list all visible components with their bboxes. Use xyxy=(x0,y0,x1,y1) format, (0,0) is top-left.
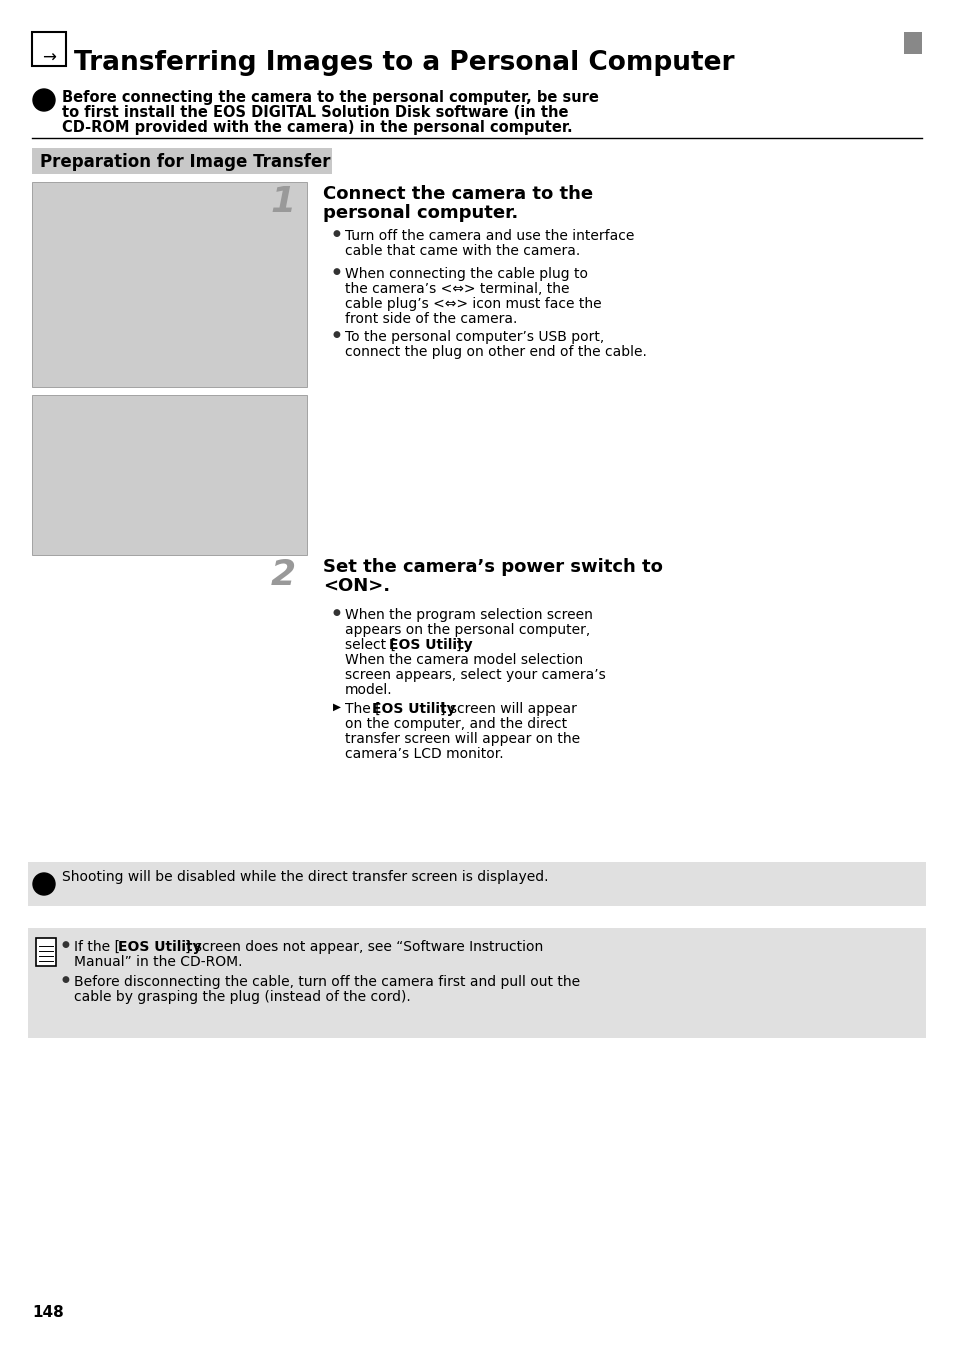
Text: 1: 1 xyxy=(271,186,295,219)
Text: Shooting will be disabled while the direct transfer screen is displayed.: Shooting will be disabled while the dire… xyxy=(62,870,548,884)
Text: Transferring Images to a Personal Computer: Transferring Images to a Personal Comput… xyxy=(74,50,734,77)
Text: cable by grasping the plug (instead of the cord).: cable by grasping the plug (instead of t… xyxy=(74,990,411,1003)
Text: cable plug’s <⇔> icon must face the: cable plug’s <⇔> icon must face the xyxy=(345,297,601,311)
Text: on the computer, and the direct: on the computer, and the direct xyxy=(345,717,566,730)
Text: Turn off the camera and use the interface: Turn off the camera and use the interfac… xyxy=(345,229,634,243)
Text: The [: The [ xyxy=(345,702,380,716)
Text: When connecting the cable plug to: When connecting the cable plug to xyxy=(345,268,587,281)
Text: ●: ● xyxy=(333,268,340,276)
Text: Set the camera’s power switch to: Set the camera’s power switch to xyxy=(323,558,662,576)
Text: ●: ● xyxy=(333,330,340,339)
Text: front side of the camera.: front side of the camera. xyxy=(345,312,517,325)
Bar xyxy=(28,862,925,907)
Bar xyxy=(36,937,56,966)
Text: ●: ● xyxy=(333,608,340,617)
Text: model.: model. xyxy=(345,683,393,697)
Text: connect the plug on other end of the cable.: connect the plug on other end of the cab… xyxy=(345,346,646,359)
Bar xyxy=(32,148,332,174)
Text: !: ! xyxy=(41,93,48,108)
Text: <ON>.: <ON>. xyxy=(323,577,390,594)
Text: cable that came with the camera.: cable that came with the camera. xyxy=(345,243,579,258)
Text: transfer screen will appear on the: transfer screen will appear on the xyxy=(345,732,579,746)
Text: 2: 2 xyxy=(271,558,295,592)
Text: to first install the EOS DIGITAL Solution Disk software (in the: to first install the EOS DIGITAL Solutio… xyxy=(62,105,568,120)
Text: ] screen will appear: ] screen will appear xyxy=(439,702,576,716)
Text: EOS Utility: EOS Utility xyxy=(118,940,201,954)
Text: !: ! xyxy=(41,877,48,890)
Bar xyxy=(903,32,921,54)
Text: Preparation for Image Transfer: Preparation for Image Transfer xyxy=(40,153,330,171)
Text: ●: ● xyxy=(333,229,340,238)
Text: ▶: ▶ xyxy=(333,702,340,712)
Text: personal computer.: personal computer. xyxy=(323,204,517,222)
Text: camera’s LCD monitor.: camera’s LCD monitor. xyxy=(345,746,503,761)
Circle shape xyxy=(33,89,55,112)
Text: ●: ● xyxy=(62,975,70,985)
Text: Before connecting the camera to the personal computer, be sure: Before connecting the camera to the pers… xyxy=(62,90,598,105)
Text: ].: ]. xyxy=(456,638,465,652)
Text: Connect the camera to the: Connect the camera to the xyxy=(323,186,593,203)
Text: CD-ROM provided with the camera) in the personal computer.: CD-ROM provided with the camera) in the … xyxy=(62,120,572,134)
Text: the camera’s <⇔> terminal, the: the camera’s <⇔> terminal, the xyxy=(345,282,569,296)
Text: Before disconnecting the cable, turn off the camera first and pull out the: Before disconnecting the cable, turn off… xyxy=(74,975,579,989)
Bar xyxy=(32,395,307,555)
Text: →: → xyxy=(42,48,56,67)
Text: appears on the personal computer,: appears on the personal computer, xyxy=(345,623,590,638)
Text: ] screen does not appear, see “Software Instruction: ] screen does not appear, see “Software … xyxy=(185,940,543,954)
Text: 148: 148 xyxy=(32,1305,64,1319)
Circle shape xyxy=(33,873,55,894)
Text: screen appears, select your camera’s: screen appears, select your camera’s xyxy=(345,668,605,682)
Text: EOS Utility: EOS Utility xyxy=(372,702,456,716)
Text: When the program selection screen: When the program selection screen xyxy=(345,608,592,621)
Text: When the camera model selection: When the camera model selection xyxy=(345,654,582,667)
Text: EOS Utility: EOS Utility xyxy=(389,638,472,652)
Text: If the [: If the [ xyxy=(74,940,120,954)
Bar xyxy=(28,928,925,1038)
Text: To the personal computer’s USB port,: To the personal computer’s USB port, xyxy=(345,330,603,344)
Text: Manual” in the CD-ROM.: Manual” in the CD-ROM. xyxy=(74,955,242,968)
Text: select [: select [ xyxy=(345,638,395,652)
Text: ●: ● xyxy=(62,940,70,950)
Bar xyxy=(32,32,66,66)
Bar xyxy=(32,182,307,387)
